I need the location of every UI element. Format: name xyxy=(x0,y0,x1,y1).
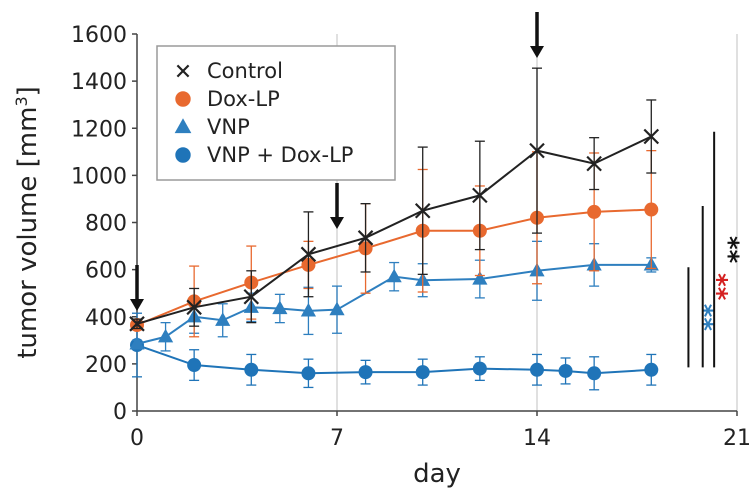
control-point-7 xyxy=(529,142,545,159)
dox-lp-point-8 xyxy=(587,204,602,219)
vnp-point-6 xyxy=(300,302,317,317)
significance-label-1: ** xyxy=(702,273,732,301)
legend-marker-0-stroke-b xyxy=(176,64,190,78)
vnp-dox-lp-point-5 xyxy=(415,365,430,380)
treatment-arrows xyxy=(130,12,544,311)
vnp-point-8 xyxy=(386,268,402,283)
control-point-9 xyxy=(643,128,660,145)
y-tick-label-400: 400 xyxy=(85,306,127,331)
arrow-day-0 xyxy=(130,265,144,311)
vnp-dox-lp-point-9 xyxy=(587,366,602,381)
control-point-2-stroke-b xyxy=(243,288,260,305)
vnp-dox-lp-point-6 xyxy=(472,361,487,376)
vnp-dox-lp-point-7 xyxy=(530,362,544,377)
vnp-dox-lp-point-1 xyxy=(187,358,202,373)
control-point-3-stroke-b xyxy=(300,246,317,263)
control-point-1-stroke-b xyxy=(186,299,202,316)
significance-markers: ****** xyxy=(687,131,744,368)
y-tick-label-1600: 1600 xyxy=(71,23,127,48)
control-point-2 xyxy=(243,288,260,305)
control-point-9-stroke-b xyxy=(643,128,660,145)
y-axis-label-close: ] xyxy=(13,86,43,96)
arrow-day-7-head xyxy=(330,217,344,229)
arrow-day-7 xyxy=(330,183,344,229)
y-axis-label-main: tumor volume [mm xyxy=(13,107,43,359)
y-tick-label-800: 800 xyxy=(85,212,127,237)
control-point-6 xyxy=(472,187,488,204)
legend: Control Dox-LP VNP VNP + Dox-LP xyxy=(156,45,396,181)
dox-lp-point-9 xyxy=(644,202,659,217)
y-tick-label-600: 600 xyxy=(85,259,127,284)
x-axis-label: day xyxy=(413,459,461,489)
y-axis-label: tumor volume [mm3] xyxy=(12,86,43,359)
series-vnp-dox-lp xyxy=(130,312,659,391)
control-point-0 xyxy=(129,316,145,332)
y-tick-label-1200: 1200 xyxy=(71,117,127,142)
legend-label-1: Dox-LP xyxy=(207,87,280,111)
control-point-5-stroke-b xyxy=(414,202,431,219)
control-line xyxy=(136,135,652,325)
y-axis-label-superscript: 3 xyxy=(12,96,31,106)
control-point-0-stroke-b xyxy=(129,316,145,332)
dox-lp-line xyxy=(136,208,652,326)
y-tick-label-1400: 1400 xyxy=(71,70,127,95)
control-point-1 xyxy=(186,299,202,316)
legend-marker-3 xyxy=(175,147,191,163)
vnp-dox-lp-point-10 xyxy=(644,362,659,377)
tick-labels: 0 200 400 600 800 1000 1200 1400 1600 0 7 14 21 xyxy=(71,23,751,451)
legend-marker-2 xyxy=(174,118,192,134)
vnp-dox-lp-point-2 xyxy=(244,362,259,377)
control-point-4 xyxy=(357,230,374,246)
legend-box xyxy=(156,45,396,181)
x-tick-label-7: 7 xyxy=(330,426,344,451)
vnp-dox-lp-point-4 xyxy=(358,365,373,380)
legend-marker-1 xyxy=(175,91,191,107)
x-tick-label-14: 14 xyxy=(523,426,551,451)
vnp-dox-lp-point-8 xyxy=(558,363,573,378)
vnp-point-5 xyxy=(272,300,288,315)
x-tick-label-0: 0 xyxy=(130,426,144,451)
control-point-4-stroke-b xyxy=(357,230,374,246)
vnp-dox-lp-line xyxy=(136,344,652,375)
legend-label-2: VNP xyxy=(207,115,250,139)
control-point-6-stroke-b xyxy=(472,187,488,204)
vnp-point-0 xyxy=(129,335,145,350)
vnp-point-7 xyxy=(329,301,345,316)
control-point-8 xyxy=(586,155,602,172)
control-point-5 xyxy=(414,202,431,219)
arrow-day-14 xyxy=(530,12,544,58)
y-tick-label-200: 200 xyxy=(85,353,127,378)
legend-label-0: Control xyxy=(207,59,283,83)
legend-label-3: VNP + Dox-LP xyxy=(207,143,353,167)
vnp-point-1 xyxy=(157,328,174,343)
y-tick-label-0: 0 xyxy=(113,400,127,425)
vnp-point-3 xyxy=(215,312,231,326)
series-group xyxy=(129,67,660,391)
series-control xyxy=(129,67,660,332)
arrow-day-0-head xyxy=(130,299,144,311)
y-tick-label-1000: 1000 xyxy=(71,164,127,189)
arrow-day-14-head xyxy=(530,46,544,58)
vnp-point-10 xyxy=(472,271,488,285)
significance-label-2: ** xyxy=(714,236,744,264)
legend-marker-0 xyxy=(176,64,190,78)
control-point-8-stroke-b xyxy=(586,155,602,172)
control-point-7-stroke-b xyxy=(529,142,545,159)
control-point-3 xyxy=(300,246,317,263)
x-tick-label-21: 21 xyxy=(723,426,751,451)
vnp-dox-lp-point-3 xyxy=(301,366,316,381)
